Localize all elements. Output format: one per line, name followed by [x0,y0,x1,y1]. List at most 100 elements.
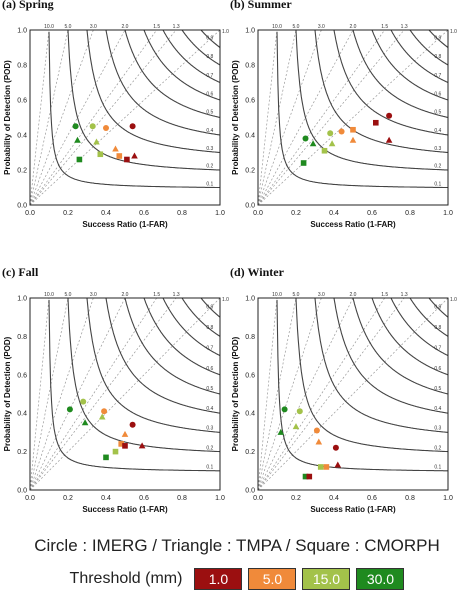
y-tick-label: 0.6 [17,372,27,379]
point-imerg-15.0 [89,123,96,130]
bias-line [30,298,50,490]
csi-curve [124,298,220,395]
y-tick-label: 0.4 [17,133,27,140]
bias-label: 1.3 [401,292,408,298]
csi-curve [200,298,220,318]
csi-curve [276,31,448,189]
csi-curve [371,298,448,376]
bias-label: 2.0 [350,292,357,298]
point-cmorph-30.0 [302,473,309,480]
plot-area [258,30,448,205]
x-axis-label: Success Ratio (1-FAR) [310,505,396,514]
point-imerg-5.0 [103,125,109,131]
csi-label: 0.1 [434,181,441,187]
csi-curve [162,298,220,357]
y-tick-label: 0.0 [17,203,27,210]
point-tmpa-5.0 [349,136,357,143]
bias-line [258,30,448,205]
point-imerg-30.0 [66,406,73,413]
panel-title: (d) Winter [230,265,285,279]
csi-curve [143,30,220,101]
csi-label: 0.2 [206,164,213,170]
threshold-swatch-5: 5.0 [248,568,297,590]
point-tmpa-15.0 [93,138,100,145]
y-tick-label: 0.2 [245,449,255,456]
y-tick-label: 1.0 [245,296,255,303]
y-tick-label: 0.4 [17,411,27,418]
csi-label: 0.4 [434,406,441,412]
plot-area [30,298,220,490]
y-axis-label: Probability of Detection (POD) [3,336,12,451]
csi-curve [181,298,220,337]
bias-line [258,30,405,205]
x-tick-label: 0.6 [139,210,149,217]
csi-curve [105,30,220,136]
point-cmorph-30.0 [76,156,83,163]
legend-threshold-label: Threshold (mm) [69,570,183,587]
point-tmpa-30.0 [309,140,317,147]
plot-frame [257,297,449,491]
point-imerg-5.0 [101,408,108,415]
x-tick-label: 0.0 [253,495,263,502]
point-cmorph-30.0 [300,160,307,166]
point-tmpa-1.0 [334,461,342,468]
point-imerg-30.0 [72,123,79,130]
point-imerg-5.0 [338,128,345,135]
csi-curve [200,30,220,48]
csi-label: 0.7 [206,346,213,352]
point-tmpa-30.0 [277,428,285,435]
csi-curve [67,30,220,171]
csi-label: 0.2 [434,164,441,170]
y-tick-label: 0.6 [245,372,255,379]
point-tmpa-15.0 [98,413,106,420]
bias-label: 2.0 [122,24,129,30]
point-cmorph-5.0 [350,126,356,133]
csi-curve [409,30,448,66]
point-cmorph-5.0 [116,153,123,159]
bias-line [258,30,354,205]
panel-2: 10.0 5.0 3.0 2.0 1.5 1.3 1.0 0.9 0.8 0.7 0.6 0.5 0.4… [230,0,457,229]
csi-label: 0.4 [206,128,213,134]
bias-label: 1.5 [153,292,160,298]
threshold-swatch-15: 15.0 [302,568,351,590]
csi-label: 0.1 [206,465,213,471]
bias-line [258,298,322,490]
csi-label: 0.2 [434,445,441,451]
bias-label: 10.0 [44,24,54,30]
point-tmpa-15.0 [328,140,336,147]
plot-area [30,30,220,205]
x-tick-label: 1.0 [443,210,453,217]
x-axis-label: Success Ratio (1-FAR) [310,220,396,229]
x-tick-label: 1.0 [215,210,225,217]
bias-label: 1.3 [173,24,180,30]
y-tick-label: 0.4 [245,133,255,140]
bias-label: 3.0 [90,24,97,30]
bias-line [30,298,69,490]
csi-label: 0.6 [434,91,441,97]
bias-line [30,30,220,205]
panel-title: (c) Fall [2,265,39,279]
x-tick-label: 0.2 [291,210,301,217]
x-tick-label: 0.4 [101,210,111,217]
csi-curve [333,30,448,136]
point-imerg-1.0 [332,444,339,451]
point-cmorph-1.0 [306,473,313,480]
x-tick-label: 0.6 [367,210,377,217]
y-tick-label: 0.6 [17,98,27,105]
bias-label: 10.0 [44,292,54,298]
csi-label: 0.3 [206,146,213,152]
csi-label: 0.5 [434,110,441,116]
csi-label: 0.9 [434,35,441,41]
csi-curve [48,31,220,189]
csi-label: 0.5 [206,386,213,392]
bias-label: 2.0 [350,24,357,30]
panel-title: (a) Spring [2,0,54,11]
y-tick-label: 0.8 [17,63,27,70]
point-cmorph-1.0 [122,443,128,449]
csi-curve [352,30,448,119]
csi-curve [314,298,448,433]
csi-curve [295,30,448,171]
csi-label: 0.8 [206,54,213,60]
x-tick-label: 0.2 [291,495,301,502]
x-tick-label: 1.0 [215,495,225,502]
